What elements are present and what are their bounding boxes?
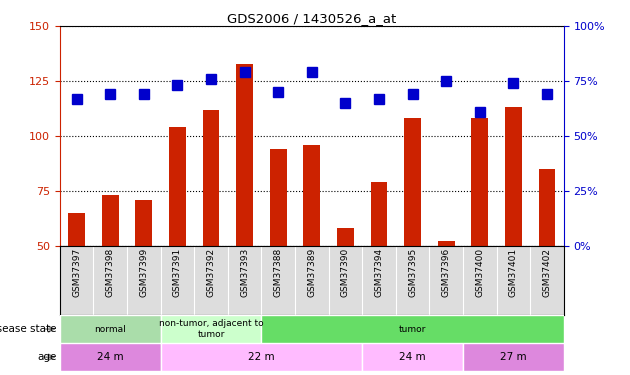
Text: GSM37392: GSM37392 [207,248,215,297]
Bar [261,315,564,343]
Bar [337,228,354,356]
Text: 24 m: 24 m [97,352,123,362]
Text: age: age [37,352,57,362]
Bar [236,63,253,355]
Text: disease state: disease state [0,324,57,334]
Text: GSM37399: GSM37399 [139,248,148,297]
Text: GSM37402: GSM37402 [542,248,551,297]
Text: GSM37400: GSM37400 [476,248,484,297]
Bar [270,149,287,356]
Bar [404,118,421,356]
Bar [161,315,261,343]
Bar [539,169,556,356]
Bar [471,118,488,356]
Text: 27 m: 27 m [500,352,527,362]
Bar [304,145,320,356]
Bar [203,110,219,356]
Text: GSM37393: GSM37393 [240,248,249,297]
Bar [135,200,152,356]
Bar [438,241,455,356]
Bar [102,195,118,356]
Bar [362,343,463,371]
Bar [505,107,522,355]
Text: GSM37394: GSM37394 [375,248,384,297]
Bar [161,343,362,371]
Title: GDS2006 / 1430526_a_at: GDS2006 / 1430526_a_at [227,12,396,25]
Text: GSM37391: GSM37391 [173,248,182,297]
Text: non-tumor, adjacent to
tumor: non-tumor, adjacent to tumor [159,320,263,339]
Text: GSM37398: GSM37398 [106,248,115,297]
Bar [463,343,564,371]
Text: 24 m: 24 m [399,352,426,362]
Text: normal: normal [94,325,126,334]
Text: 22 m: 22 m [248,352,275,362]
Text: GSM37390: GSM37390 [341,248,350,297]
Text: GSM37396: GSM37396 [442,248,450,297]
Text: GSM37397: GSM37397 [72,248,81,297]
Bar [169,127,186,356]
Text: GSM37401: GSM37401 [509,248,518,297]
Text: GSM37388: GSM37388 [274,248,283,297]
Bar [370,182,387,356]
Bar [60,315,161,343]
Text: GSM37389: GSM37389 [307,248,316,297]
Bar [60,343,161,371]
Text: GSM37395: GSM37395 [408,248,417,297]
Bar [68,213,85,356]
Text: tumor: tumor [399,325,427,334]
